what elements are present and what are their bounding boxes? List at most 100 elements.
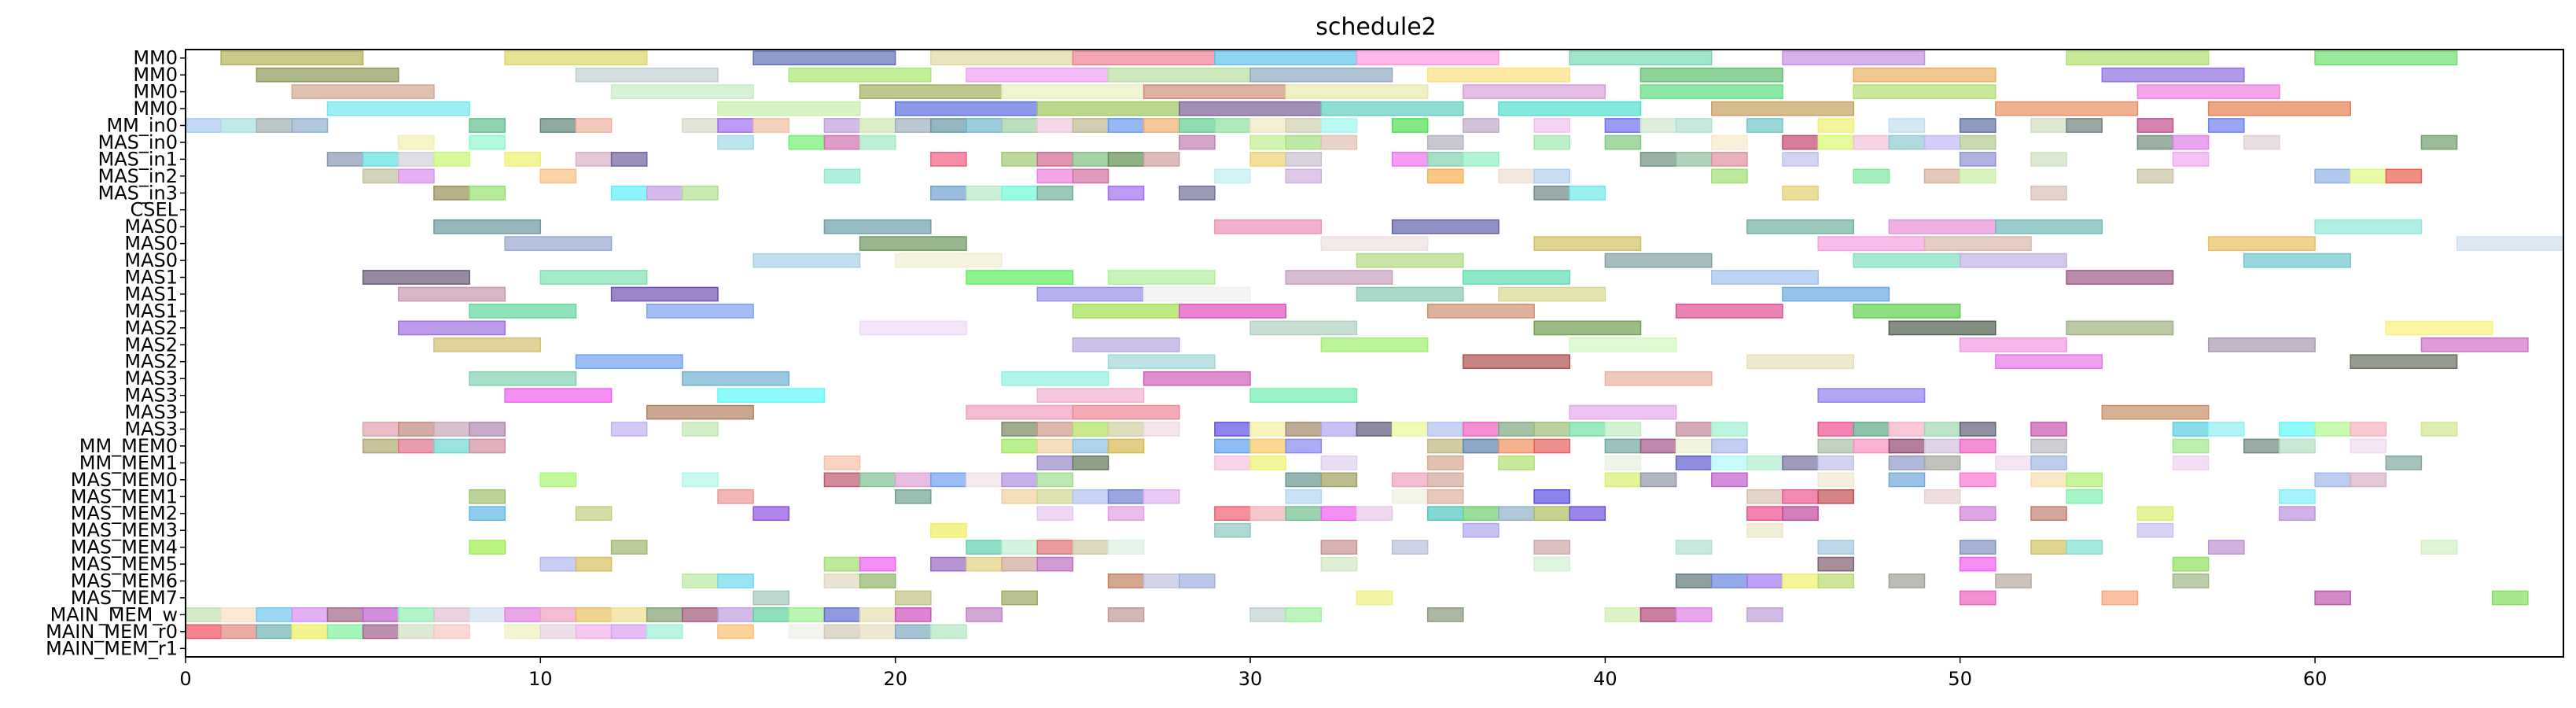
task-bar	[1533, 320, 1642, 336]
task-bar	[1995, 573, 2032, 588]
task-bar	[966, 118, 1003, 133]
task-bar	[1320, 118, 1358, 133]
task-bar	[2172, 556, 2210, 572]
task-bar	[291, 84, 435, 99]
task-bar	[1959, 590, 1996, 606]
y-tick-label: MAS_MEM0	[71, 469, 178, 491]
task-bar	[1249, 506, 1286, 522]
y-tick-label: MAS_in0	[98, 131, 178, 153]
task-bar	[1463, 354, 1570, 370]
task-bar	[575, 118, 613, 133]
task-bar	[1533, 185, 1570, 201]
task-bar	[2456, 236, 2564, 251]
task-bar	[1107, 422, 1145, 437]
task-bar	[717, 118, 754, 133]
task-bar	[256, 624, 293, 640]
task-bar	[1746, 455, 1783, 470]
task-bar	[2279, 422, 2316, 437]
task-bar	[1888, 320, 1996, 336]
y-tick-label: MM0	[133, 47, 178, 69]
task-bar	[1320, 506, 1358, 522]
task-bar	[504, 236, 613, 251]
task-bar	[1888, 438, 1926, 454]
task-bar	[1320, 472, 1358, 488]
task-bar	[1001, 422, 1038, 437]
task-bar	[1569, 337, 1677, 352]
task-bar	[1001, 540, 1038, 555]
task-bar	[646, 404, 754, 420]
task-bar	[1001, 489, 1038, 504]
task-bar	[1675, 422, 1713, 437]
task-bar	[859, 472, 896, 488]
task-bar	[1143, 118, 1180, 133]
task-bar	[1888, 472, 1926, 488]
task-bar	[1320, 101, 1464, 116]
task-bar	[1072, 422, 1110, 437]
task-bar	[1675, 455, 1713, 470]
task-bar	[1463, 152, 1500, 167]
task-bar	[2420, 540, 2458, 555]
task-bar	[1711, 573, 1748, 588]
task-bar	[1072, 540, 1110, 555]
task-bar	[1143, 286, 1251, 302]
task-bar	[1959, 118, 1996, 133]
task-bar	[504, 607, 542, 622]
task-bar	[2314, 219, 2423, 234]
task-bar	[1107, 354, 1216, 370]
task-bar	[788, 67, 932, 83]
task-bar	[1072, 438, 1110, 454]
task-bar	[1426, 438, 1464, 454]
task-bar	[2066, 320, 2174, 336]
y-tick-label: MM0	[133, 98, 178, 120]
task-bar	[1569, 404, 1677, 420]
task-bar	[1072, 152, 1110, 167]
task-bar	[2207, 236, 2316, 251]
task-bar	[1533, 168, 1570, 184]
task-bar	[1853, 422, 1890, 437]
task-bar	[398, 168, 435, 184]
task-bar	[1426, 135, 1464, 150]
task-bar	[1426, 506, 1464, 522]
task-bar	[1746, 607, 1783, 622]
task-bar	[2136, 522, 2174, 538]
x-tick-label: 10	[528, 668, 553, 690]
task-bar	[610, 540, 648, 555]
task-bar	[1320, 236, 1429, 251]
task-bar	[823, 135, 861, 150]
task-bar	[1569, 185, 1606, 201]
task-bar	[1888, 219, 1996, 234]
task-bar	[2207, 422, 2245, 437]
task-bar	[1001, 590, 1038, 606]
task-bar	[1817, 422, 1855, 437]
task-bar	[1498, 101, 1642, 116]
task-bar	[2385, 455, 2423, 470]
task-bar	[1426, 455, 1464, 470]
task-bar	[539, 270, 648, 285]
task-bar	[1320, 455, 1358, 470]
task-bar	[1036, 388, 1145, 403]
task-bar	[1391, 472, 1429, 488]
task-bar	[1639, 118, 1677, 133]
task-bar	[1923, 236, 2032, 251]
task-bar	[1249, 152, 1286, 167]
task-bar	[894, 253, 1003, 268]
task-bar	[930, 522, 967, 538]
task-bar	[823, 455, 861, 470]
task-bar	[1249, 438, 1286, 454]
task-bar	[1426, 472, 1464, 488]
task-bar	[646, 304, 754, 319]
task-bar	[398, 624, 435, 640]
task-bar	[682, 185, 719, 201]
task-bar	[894, 472, 932, 488]
task-bar	[2350, 422, 2387, 437]
task-bar	[1639, 438, 1677, 454]
task-bar	[1107, 489, 1145, 504]
y-tick-label: MAS3	[124, 401, 178, 423]
task-bar	[1817, 455, 1855, 470]
task-bar	[1746, 506, 1783, 522]
task-bar	[2314, 168, 2351, 184]
task-bar	[610, 624, 648, 640]
task-bar	[1249, 67, 1393, 83]
task-bar	[220, 118, 257, 133]
task-bar	[966, 472, 1003, 488]
